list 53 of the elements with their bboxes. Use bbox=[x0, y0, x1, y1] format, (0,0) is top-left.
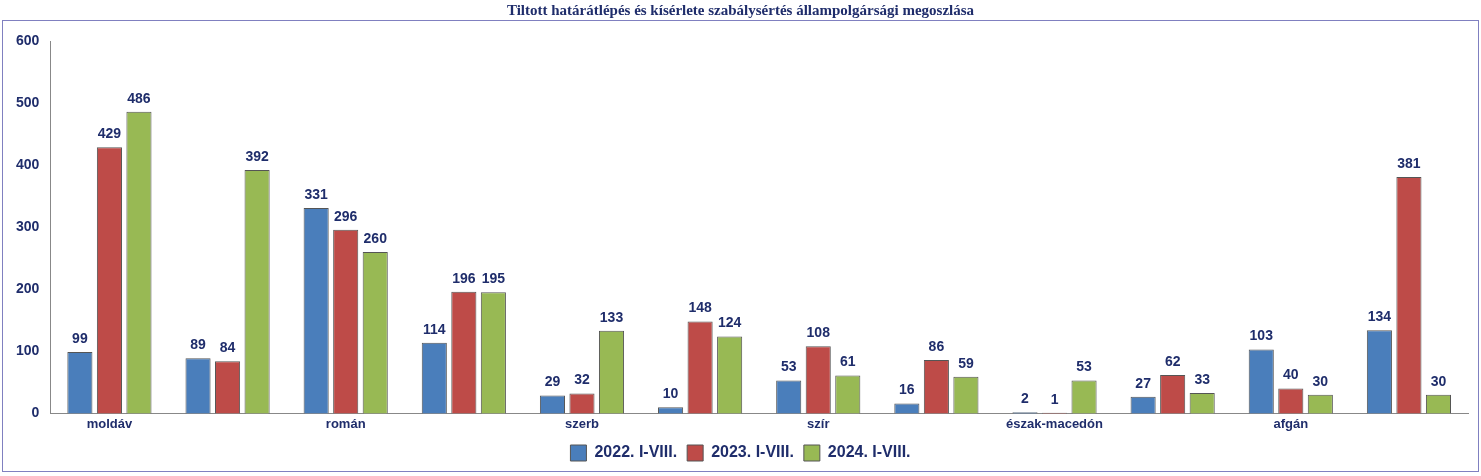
data-label: 84 bbox=[219, 339, 236, 356]
data-label: 62 bbox=[1164, 352, 1181, 369]
y-tick-label: 500 bbox=[16, 93, 40, 110]
chart-title: Tiltott határátlépés és kísérlete szabálysértés állampolgársági megoszlása bbox=[505, 1, 976, 20]
legend-label: 2022. I-VIII. bbox=[594, 443, 678, 461]
data-label: 195 bbox=[481, 270, 506, 287]
data-label: 61 bbox=[839, 353, 856, 370]
data-label: 133 bbox=[599, 308, 624, 325]
data-label: 16 bbox=[899, 381, 915, 398]
y-tick-label: 100 bbox=[16, 342, 40, 359]
legend-label: 2023. I-VIII. bbox=[711, 443, 794, 461]
data-label: 27 bbox=[1135, 374, 1152, 391]
data-label: 32 bbox=[574, 371, 590, 388]
data-label: 99 bbox=[72, 329, 88, 346]
y-tick-label: 600 bbox=[16, 31, 40, 48]
data-label: 30 bbox=[1430, 372, 1447, 389]
data-label: 260 bbox=[363, 229, 388, 246]
x-tick-label: szerb bbox=[564, 415, 600, 431]
data-label: 429 bbox=[97, 124, 122, 141]
legend-label: 2024. I-VIII. bbox=[827, 443, 911, 461]
data-label: 296 bbox=[334, 207, 358, 224]
data-label: 196 bbox=[452, 269, 476, 286]
data-label: 29 bbox=[544, 373, 561, 390]
x-tick-label: szír bbox=[807, 415, 830, 431]
y-tick-label: 300 bbox=[16, 218, 40, 235]
x-tick-label: moldáv bbox=[86, 415, 133, 431]
data-label: 134 bbox=[1367, 308, 1392, 325]
data-label: 381 bbox=[1397, 154, 1421, 171]
y-tick-label: 200 bbox=[16, 280, 40, 297]
data-label: 114 bbox=[423, 320, 446, 337]
data-label: 53 bbox=[1076, 358, 1093, 375]
data-label: 1 bbox=[1050, 390, 1059, 407]
x-tick-label: észak-macedón bbox=[1006, 415, 1103, 431]
data-label: 10 bbox=[662, 385, 679, 402]
data-label: 59 bbox=[958, 354, 974, 371]
y-tick-label: 400 bbox=[16, 155, 40, 172]
y-tick-label: 0 bbox=[31, 404, 40, 421]
data-label: 392 bbox=[245, 147, 269, 164]
data-label: 33 bbox=[1194, 370, 1211, 387]
data-label: 108 bbox=[806, 324, 831, 341]
x-tick-label: afgán bbox=[1273, 415, 1309, 431]
data-label: 53 bbox=[780, 358, 797, 375]
x-tick-label: román bbox=[325, 415, 366, 431]
data-label: 89 bbox=[190, 336, 207, 353]
data-label: 2 bbox=[1021, 390, 1030, 407]
data-label: 103 bbox=[1249, 327, 1274, 344]
data-label: 148 bbox=[688, 299, 712, 316]
data-label: 40 bbox=[1283, 366, 1299, 383]
data-label: 486 bbox=[127, 89, 151, 106]
data-label: 30 bbox=[1312, 372, 1329, 389]
data-label: 86 bbox=[928, 337, 945, 354]
data-label: 331 bbox=[304, 185, 329, 202]
data-label: 124 bbox=[717, 314, 742, 331]
